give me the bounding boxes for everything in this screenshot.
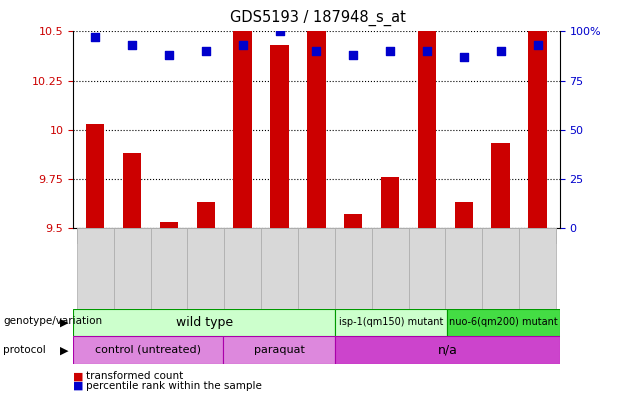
Bar [445, 228, 482, 309]
Text: ■: ■ [73, 381, 84, 391]
Bar [482, 228, 519, 244]
Text: ▶: ▶ [60, 317, 69, 327]
Bar [151, 228, 188, 244]
Bar [225, 228, 261, 309]
Text: transformed count: transformed count [86, 371, 183, 382]
Bar [73, 336, 223, 364]
Point [532, 42, 543, 48]
Point [238, 42, 248, 48]
Bar [225, 228, 261, 244]
Bar [73, 309, 335, 336]
Bar [418, 20, 436, 228]
Bar [114, 228, 151, 309]
Text: ▶: ▶ [60, 346, 69, 356]
Text: control (untreated): control (untreated) [95, 345, 201, 355]
Text: ■: ■ [73, 371, 84, 382]
Bar [160, 222, 178, 228]
Bar [455, 202, 473, 228]
Text: paraquat: paraquat [254, 345, 305, 355]
Point [422, 48, 432, 54]
Bar [261, 228, 298, 309]
Bar [151, 228, 188, 309]
Bar [77, 228, 114, 244]
Bar [86, 124, 104, 228]
Bar [519, 228, 556, 309]
Bar [233, 0, 252, 228]
Point [201, 48, 211, 54]
Bar [123, 153, 141, 228]
Bar [197, 202, 215, 228]
Bar [371, 228, 408, 309]
Bar [270, 45, 289, 228]
Bar [114, 228, 151, 244]
Bar [261, 228, 298, 244]
Text: percentile rank within the sample: percentile rank within the sample [86, 381, 262, 391]
Text: protocol: protocol [3, 345, 46, 355]
Point [495, 48, 506, 54]
Point [127, 42, 137, 48]
Bar [381, 177, 399, 228]
Bar [335, 309, 447, 336]
Bar [408, 228, 445, 309]
Bar [335, 336, 560, 364]
Bar [188, 228, 225, 244]
Point [312, 48, 321, 54]
Text: genotype/variation: genotype/variation [3, 316, 102, 326]
Point [459, 54, 469, 60]
Bar [408, 228, 445, 244]
Point [348, 52, 358, 58]
Text: wild type: wild type [176, 316, 233, 329]
Text: nuo-6(qm200) mutant: nuo-6(qm200) mutant [449, 317, 558, 327]
Point [275, 28, 285, 35]
Bar [223, 336, 335, 364]
Text: isp-1(qm150) mutant: isp-1(qm150) mutant [339, 317, 443, 327]
Text: n/a: n/a [438, 343, 457, 356]
Bar [447, 309, 560, 336]
Text: GDS5193 / 187948_s_at: GDS5193 / 187948_s_at [230, 10, 406, 26]
Bar [335, 228, 371, 244]
Point [164, 52, 174, 58]
Bar [371, 228, 408, 244]
Point [385, 48, 395, 54]
Bar [298, 228, 335, 309]
Bar [77, 228, 114, 309]
Bar [482, 228, 519, 309]
Bar [445, 228, 482, 244]
Bar [188, 228, 225, 309]
Bar [307, 20, 326, 228]
Bar [492, 143, 510, 228]
Point [90, 34, 100, 40]
Bar [519, 228, 556, 244]
Bar [335, 228, 371, 309]
Bar [298, 228, 335, 244]
Bar [529, 16, 547, 228]
Bar [344, 214, 363, 228]
